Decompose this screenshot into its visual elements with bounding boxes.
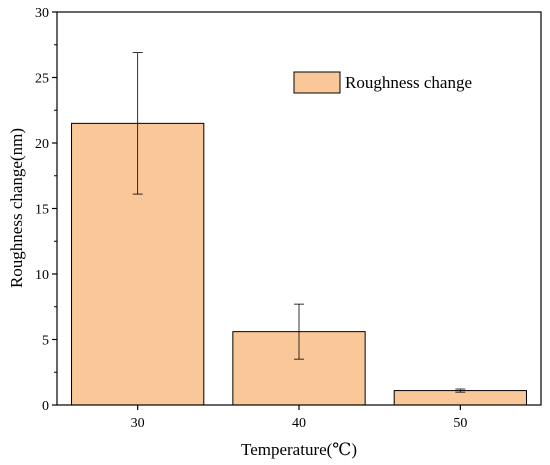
x-axis-title: Temperature(℃) (241, 440, 357, 459)
bars-group (71, 122, 527, 406)
y-tick-label-25: 25 (35, 72, 49, 87)
y-tick-label-30: 30 (35, 6, 49, 21)
error-bars-group (132, 52, 466, 393)
x-tick-label-50: 50 (453, 416, 467, 431)
error-bar-40 (294, 303, 304, 360)
y-tick-label-10: 10 (35, 268, 49, 283)
x-tick-label-40: 40 (292, 416, 306, 431)
legend-swatch (293, 71, 341, 94)
y-tick-label-5: 5 (42, 334, 49, 349)
legend-label: Roughness change (345, 73, 472, 92)
y-axis-title: Roughness change(nm) (7, 128, 26, 288)
bar-50 (393, 390, 527, 406)
y-tick-label-15: 15 (35, 203, 49, 218)
y-tick-label-20: 20 (35, 137, 49, 152)
error-bar-30 (132, 52, 143, 195)
y-tick-label-0: 0 (42, 399, 49, 414)
legend: Roughness change (293, 71, 472, 94)
x-tick-label-30: 30 (131, 416, 145, 431)
y-axis: 0 5 10 15 20 25 30 (35, 6, 57, 414)
error-bar-50 (455, 388, 466, 393)
x-axis: 30 40 50 (131, 405, 467, 431)
